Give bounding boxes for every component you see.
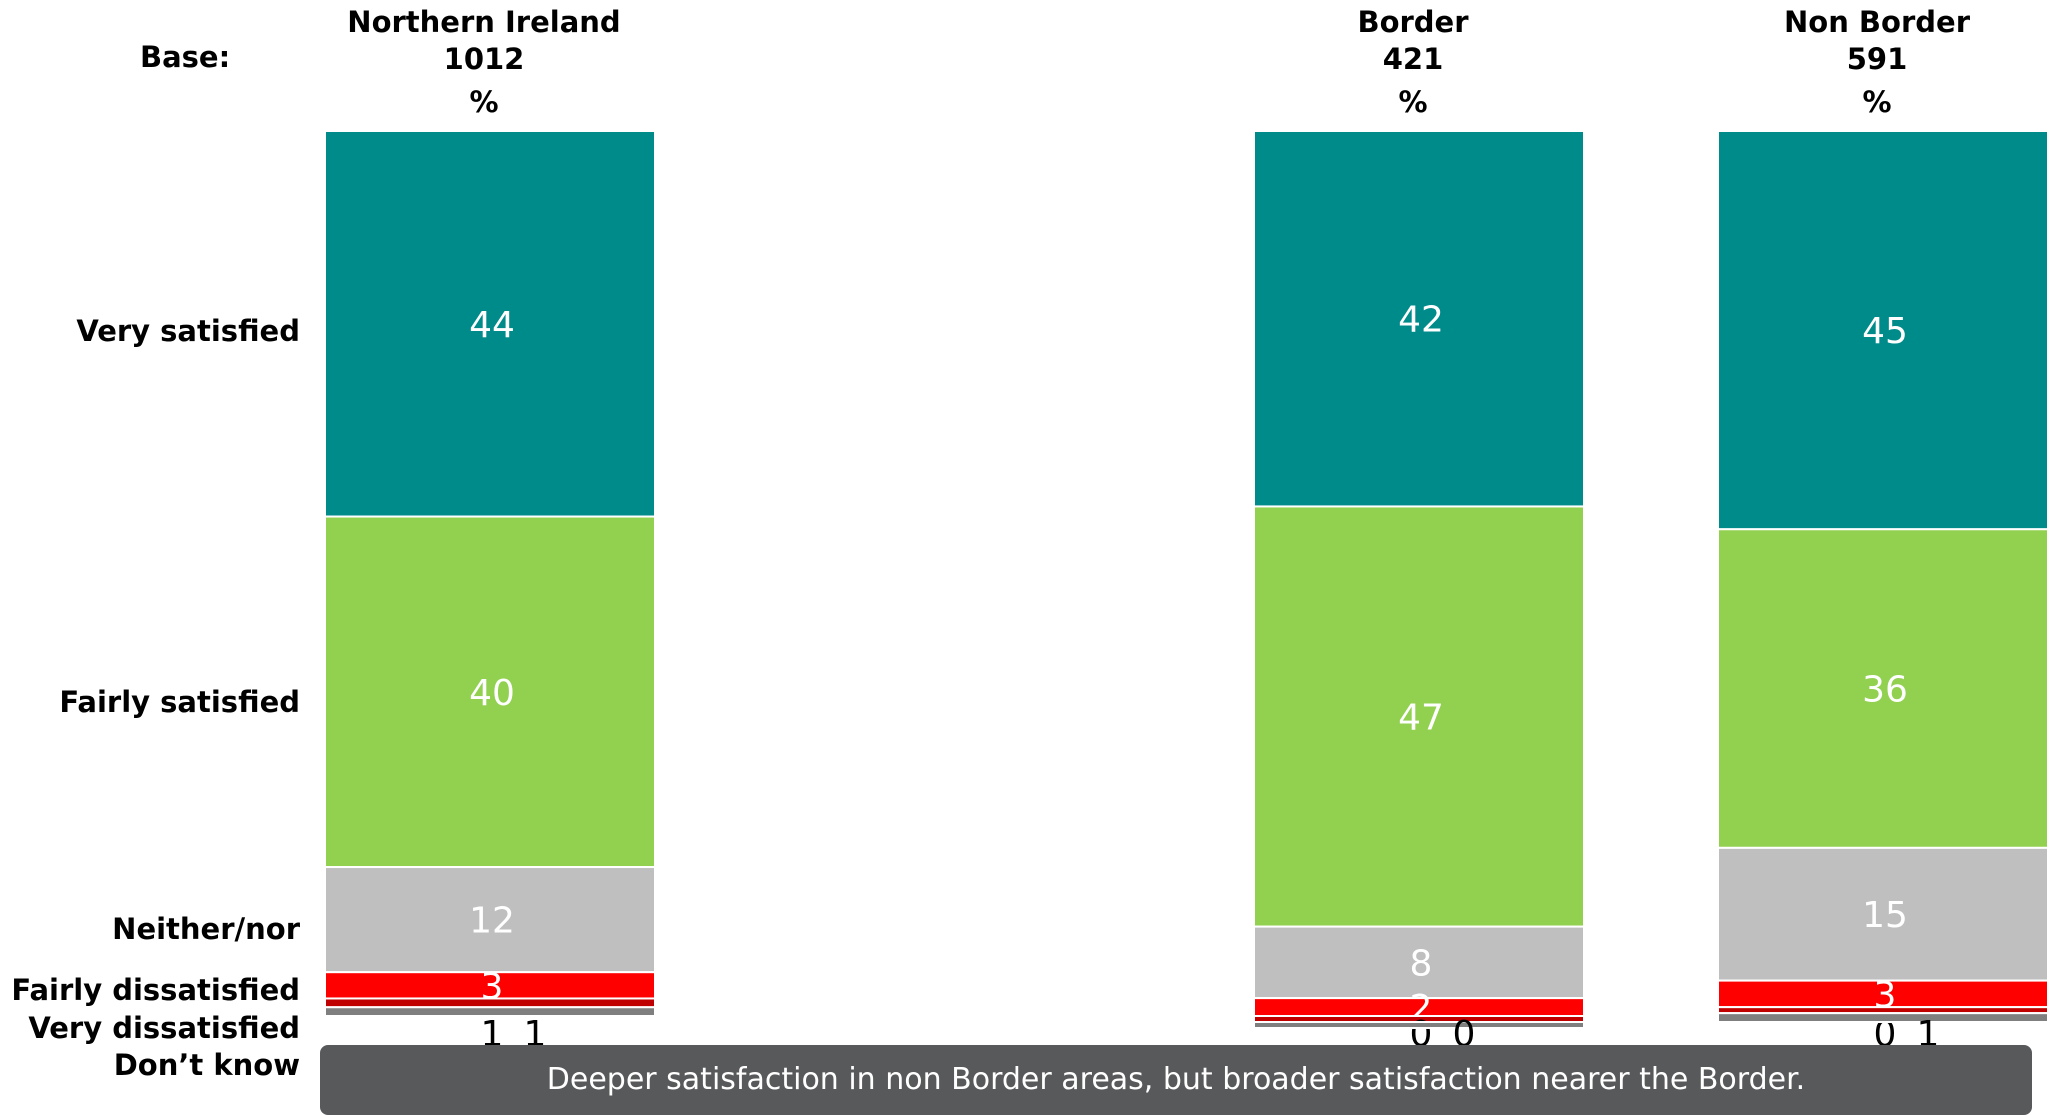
legend-dont-know: Don’t know bbox=[113, 1048, 300, 1082]
column-unit: % bbox=[1398, 85, 1428, 119]
summary-note: Deeper satisfaction in non Border areas,… bbox=[320, 1045, 2032, 1115]
column-unit: % bbox=[1862, 85, 1892, 119]
bar-border-don-t-know bbox=[1253, 1021, 1585, 1029]
legend-very-satisfied: Very satisfied bbox=[76, 314, 300, 348]
bar-non-border-very-satisfied bbox=[1717, 130, 2049, 531]
bar-border-fairly-satisfied bbox=[1253, 505, 1585, 928]
column-base: 1012 bbox=[443, 42, 525, 76]
data-label-non-border-fairly-dissatisfied: 3 bbox=[1874, 975, 1897, 1016]
data-label-border-fairly-satisfied: 47 bbox=[1398, 698, 1444, 739]
legend-very-dissatisfied: Very dissatisfied bbox=[28, 1011, 300, 1045]
bar-northern-ireland-neither-nor bbox=[324, 866, 656, 974]
data-label-northern-ireland-fairly-dissatisfied: 3 bbox=[481, 966, 504, 1007]
data-label-northern-ireland-fairly-satisfied: 40 bbox=[469, 673, 515, 714]
bar-northern-ireland-fairly-dissatisfied bbox=[324, 971, 656, 1000]
bar-northern-ireland-don-t-know bbox=[324, 1006, 656, 1017]
data-label-border-don-t-know: 0 bbox=[1453, 1014, 1476, 1055]
data-label-northern-ireland-very-satisfied: 44 bbox=[469, 305, 515, 346]
data-label-non-border-fairly-satisfied: 36 bbox=[1862, 670, 1908, 711]
column-header-border: Border 421 % bbox=[1233, 4, 1593, 121]
legend-fairly-satisfied: Fairly satisfied bbox=[59, 685, 300, 719]
data-label-non-border-very-dissatisfied: 0 bbox=[1874, 1014, 1897, 1055]
column-base: 591 bbox=[1846, 42, 1908, 76]
legend-fairly-dissatisfied: Fairly dissatisfied bbox=[11, 973, 300, 1007]
bar-non-border-don-t-know bbox=[1717, 1012, 2049, 1024]
bar-non-border-neither-nor bbox=[1717, 846, 2049, 982]
legend-neither-nor: Neither/nor bbox=[112, 912, 300, 946]
bar-northern-ireland-very-dissatisfied bbox=[324, 997, 656, 1009]
column-base: 421 bbox=[1382, 42, 1444, 76]
bar-northern-ireland-very-satisfied bbox=[324, 130, 656, 518]
data-label-non-border-don-t-know: 1 bbox=[1917, 1014, 1940, 1055]
data-label-northern-ireland-neither-nor: 12 bbox=[469, 901, 515, 942]
column-unit: % bbox=[469, 85, 499, 119]
bar-non-border-fairly-dissatisfied bbox=[1717, 979, 2049, 1009]
column-name: Northern Ireland bbox=[347, 5, 621, 39]
bar-border-neither-nor bbox=[1253, 925, 1585, 1000]
data-label-border-very-satisfied: 42 bbox=[1398, 300, 1444, 341]
data-label-northern-ireland-very-dissatisfied: 1 bbox=[481, 1014, 504, 1055]
data-label-non-border-very-satisfied: 45 bbox=[1862, 311, 1908, 352]
column-name: Border bbox=[1357, 5, 1469, 39]
data-label-border-neither-nor: 8 bbox=[1410, 943, 1433, 984]
column-header-northern-ireland: Northern Ireland 1012 % bbox=[304, 4, 664, 121]
data-label-northern-ireland-don-t-know: 1 bbox=[524, 1014, 547, 1055]
bar-northern-ireland-fairly-satisfied bbox=[324, 515, 656, 869]
bar-non-border-fairly-satisfied bbox=[1717, 528, 2049, 849]
column-name: Non Border bbox=[1784, 5, 1970, 39]
base-label: Base: bbox=[140, 40, 231, 74]
data-label-non-border-neither-nor: 15 bbox=[1862, 895, 1908, 936]
column-header-non-border: Non Border 591 % bbox=[1697, 4, 2054, 121]
